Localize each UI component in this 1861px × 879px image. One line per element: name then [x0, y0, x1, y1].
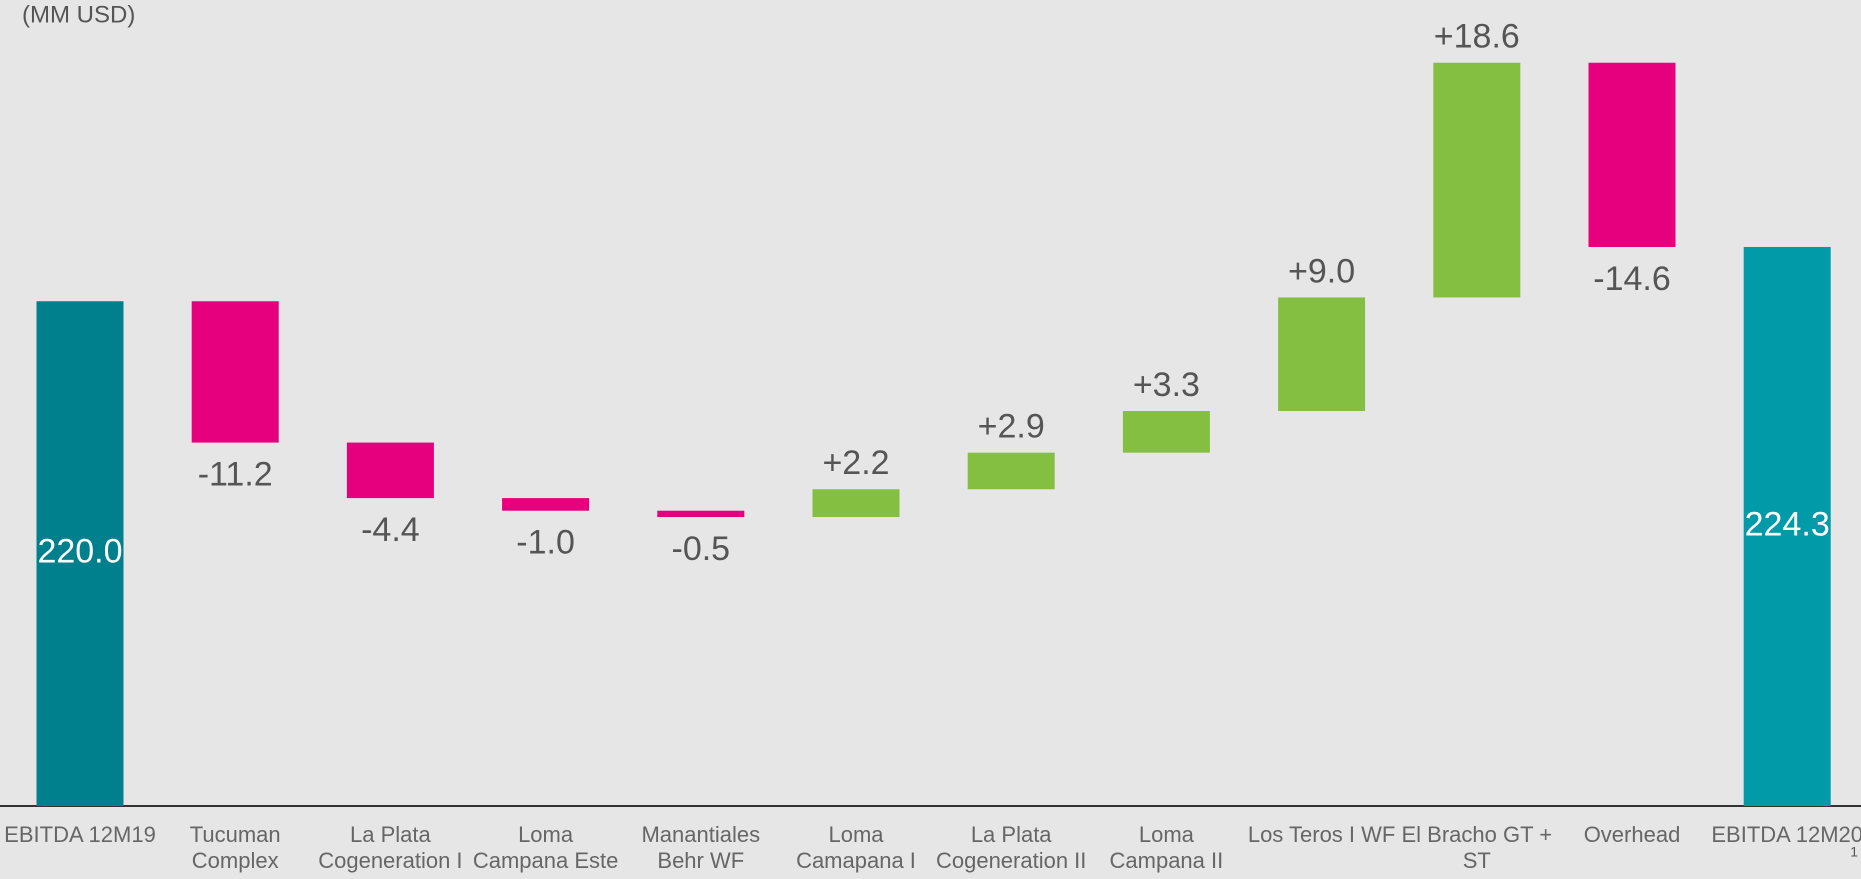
bar [1433, 63, 1520, 298]
value-label: +9.0 [1288, 252, 1355, 290]
bar [347, 443, 434, 499]
x-tick-label: EBITDA 12M19 [2, 822, 158, 848]
value-label: 220.0 [37, 533, 122, 571]
bar [1278, 297, 1365, 411]
value-label: +2.2 [822, 444, 889, 482]
x-tick-label: Overhead [1554, 822, 1710, 848]
value-label: -11.2 [198, 456, 273, 494]
x-tick-label: La Plata Cogeneration II [933, 822, 1089, 874]
x-tick-label: Loma Camapana I [778, 822, 934, 874]
value-label: +18.6 [1434, 18, 1520, 56]
value-label: 224.3 [1745, 505, 1830, 543]
value-label: +2.9 [978, 408, 1045, 446]
bar [813, 489, 900, 517]
chart: (MM USD) 1 220.0-11.2-4.4-1.0-0.5+2.2+2.… [0, 0, 1861, 879]
bar [1123, 411, 1210, 453]
x-tick-label: Loma Campana II [1088, 822, 1244, 874]
bar [657, 511, 744, 517]
unit-label: (MM USD) [22, 1, 135, 28]
x-tick-label: Loma Campana Este [468, 822, 624, 874]
value-label: -0.5 [672, 530, 731, 568]
value-label: -1.0 [516, 524, 575, 562]
value-label: +3.3 [1133, 366, 1200, 404]
x-tick-label: EBITDA 12M20 [1709, 822, 1861, 848]
value-label: -4.4 [361, 511, 420, 549]
bar [502, 498, 589, 511]
x-tick-label: Tucuman Complex [157, 822, 313, 874]
x-tick-label: El Bracho GT + ST [1399, 822, 1555, 874]
bar [192, 301, 279, 442]
bar [1589, 63, 1676, 247]
x-tick-label: Manantiales Behr WF [623, 822, 779, 874]
value-label: -14.6 [1593, 260, 1671, 298]
bar [968, 453, 1055, 490]
chart-page: (MM USD) 1 220.0-11.2-4.4-1.0-0.5+2.2+2.… [0, 0, 1861, 879]
x-tick-label: La Plata Cogeneration I [312, 822, 468, 874]
x-tick-label: Los Teros I WF [1244, 822, 1400, 848]
